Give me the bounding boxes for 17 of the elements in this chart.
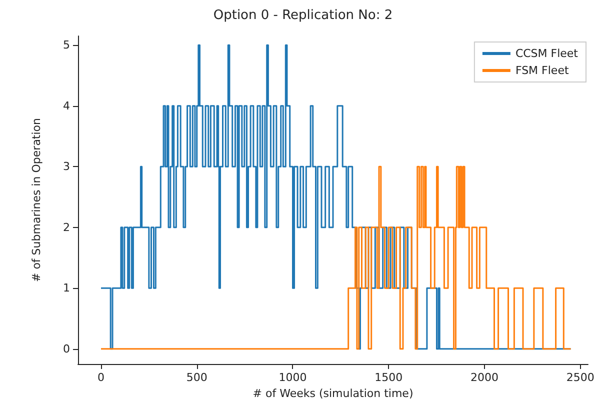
x-tick-label: 500 bbox=[186, 371, 208, 384]
legend-label: FSM Fleet bbox=[515, 64, 570, 77]
x-axis-title: # of Weeks (simulation time) bbox=[252, 387, 414, 400]
y-tick-label: 1 bbox=[63, 282, 70, 295]
x-tick-label: 1500 bbox=[374, 371, 403, 384]
legend-label: CCSM Fleet bbox=[515, 47, 579, 60]
x-tick-label: 1000 bbox=[278, 371, 307, 384]
chart-title: Option 0 - Replication No: 2 bbox=[213, 8, 393, 23]
y-tick-label: 5 bbox=[63, 38, 70, 52]
y-tick-label: 2 bbox=[63, 220, 70, 234]
y-axis-title: # of Submarines in Operation bbox=[30, 118, 43, 282]
y-tick-label: 4 bbox=[63, 99, 70, 112]
x-tick-label: 2500 bbox=[566, 371, 594, 384]
x-tick-label: 2000 bbox=[470, 371, 498, 384]
y-tick-label: 0 bbox=[63, 342, 70, 356]
x-tick-label: 0 bbox=[98, 371, 105, 384]
y-tick-label: 3 bbox=[63, 160, 70, 174]
